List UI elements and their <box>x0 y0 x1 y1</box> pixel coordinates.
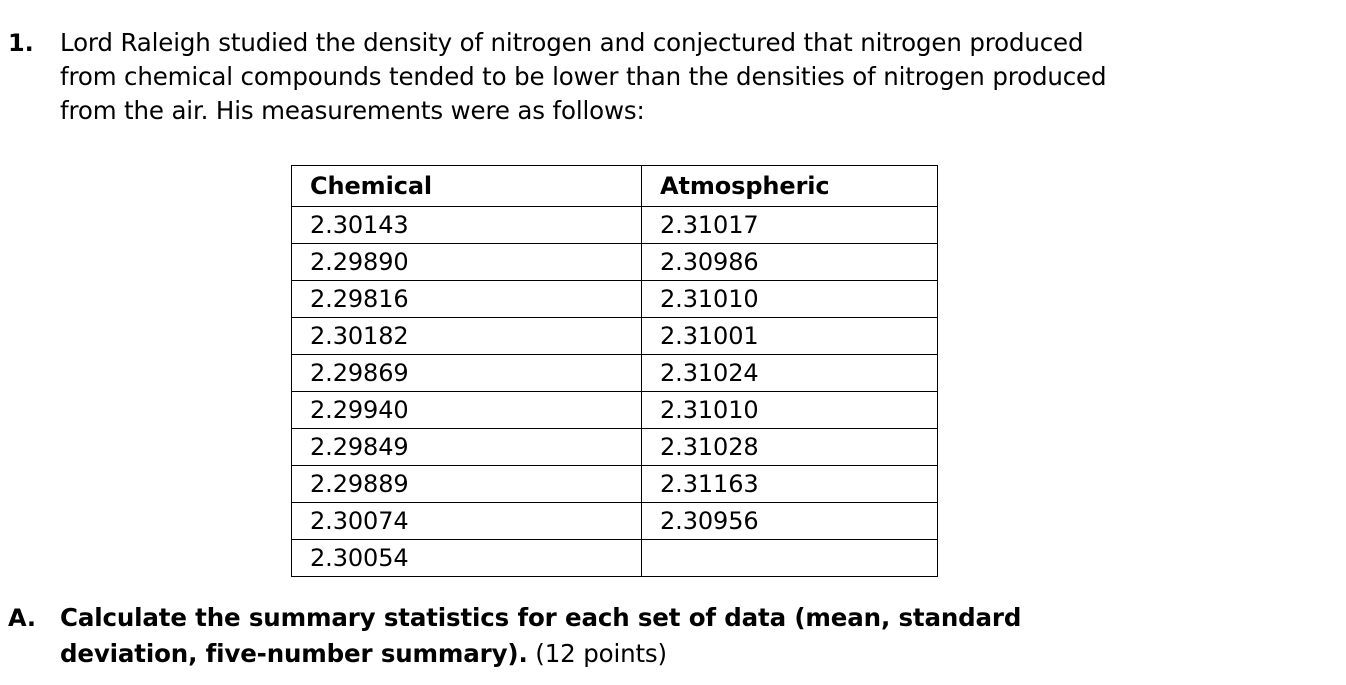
table-row: 2.29890 2.30986 <box>291 243 938 281</box>
table-row: 2.30143 2.31017 <box>291 206 938 244</box>
cell-chemical: 2.29940 <box>291 391 642 429</box>
cell-chemical: 2.30182 <box>291 317 642 355</box>
question-1-block: 1. Lord Raleigh studied the density of n… <box>8 26 1338 128</box>
question-number: 1. <box>8 29 34 57</box>
subquestion-line-1: Calculate the summary statistics for eac… <box>60 600 1338 636</box>
cell-atmospheric: 2.30956 <box>641 502 938 540</box>
cell-chemical: 2.29869 <box>291 354 642 392</box>
cell-chemical: 2.29816 <box>291 280 642 318</box>
column-header-atmospheric: Atmospheric <box>641 165 938 207</box>
cell-atmospheric-empty <box>641 539 938 577</box>
cell-atmospheric: 2.31163 <box>641 465 938 503</box>
cell-atmospheric: 2.31017 <box>641 206 938 244</box>
table-row: 2.29816 2.31010 <box>291 280 938 318</box>
table-row: 2.30074 2.30956 <box>291 502 938 540</box>
cell-chemical: 2.30074 <box>291 502 642 540</box>
cell-chemical: 2.30143 <box>291 206 642 244</box>
cell-atmospheric: 2.31028 <box>641 428 938 466</box>
cell-atmospheric: 2.31001 <box>641 317 938 355</box>
cell-chemical: 2.29890 <box>291 243 642 281</box>
table-row: 2.29849 2.31028 <box>291 428 938 466</box>
question-line-1: Lord Raleigh studied the density of nitr… <box>60 28 1084 57</box>
subquestion-a-block: A. Calculate the summary statistics for … <box>8 600 1338 672</box>
table-row: 2.29869 2.31024 <box>291 354 938 392</box>
question-text: Lord Raleigh studied the density of nitr… <box>60 26 1338 128</box>
subquestion-points: (12 points) <box>535 639 667 668</box>
table-row: 2.30182 2.31001 <box>291 317 938 355</box>
subquestion-text: Calculate the summary statistics for eac… <box>60 600 1338 672</box>
table-header-row: Chemical Atmospheric <box>291 165 938 207</box>
measurements-table-wrapper: Chemical Atmospheric 2.30143 2.31017 2.2… <box>291 165 938 577</box>
subquestion-prompt-part-1: Calculate the summary statistics for eac… <box>60 603 1022 632</box>
subquestion-letter: A. <box>8 604 36 632</box>
subquestion-line-2: deviation, five-number summary). (12 poi… <box>60 636 1338 672</box>
table-row: 2.29889 2.31163 <box>291 465 938 503</box>
cell-atmospheric: 2.31024 <box>641 354 938 392</box>
cell-chemical: 2.29849 <box>291 428 642 466</box>
cell-atmospheric: 2.31010 <box>641 280 938 318</box>
cell-atmospheric: 2.30986 <box>641 243 938 281</box>
question-line-2: from chemical compounds tended to be low… <box>60 62 1107 91</box>
column-header-chemical: Chemical <box>291 165 642 207</box>
cell-chemical: 2.29889 <box>291 465 642 503</box>
subquestion-prompt-part-2: deviation, five-number summary). <box>60 639 528 668</box>
table-row: 2.29940 2.31010 <box>291 391 938 429</box>
table-row: 2.30054 <box>291 539 938 577</box>
measurements-table: Chemical Atmospheric 2.30143 2.31017 2.2… <box>291 165 938 577</box>
cell-atmospheric: 2.31010 <box>641 391 938 429</box>
question-line-3: from the air. His measurements were as f… <box>60 96 645 125</box>
cell-chemical: 2.30054 <box>291 539 642 577</box>
